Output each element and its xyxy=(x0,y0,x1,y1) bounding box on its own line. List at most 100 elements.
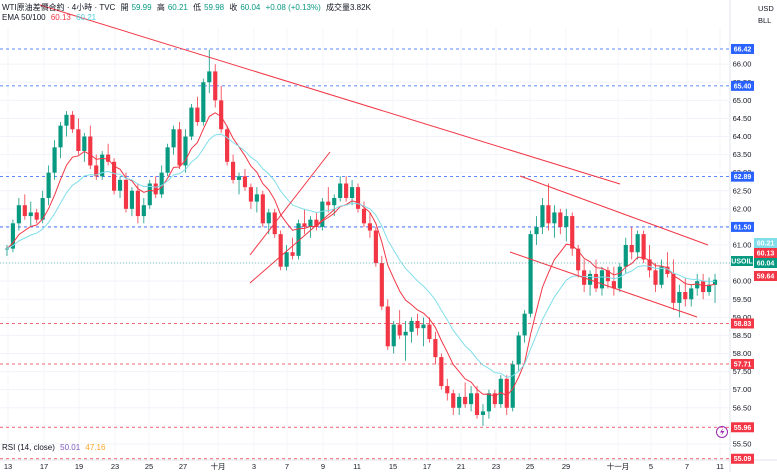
candle-body xyxy=(16,205,21,224)
trendline-main[interactable] xyxy=(39,4,621,185)
candle-body xyxy=(391,324,396,347)
price-tick-label: 62.50 xyxy=(733,186,752,195)
ema-legend[interactable]: EMA 50/100 60.13 60.21 xyxy=(2,13,99,22)
candle-body xyxy=(302,223,307,227)
candle-body xyxy=(34,212,39,220)
ema100-line xyxy=(6,133,716,378)
rsi-legend[interactable]: RSI (14, close) 50.01 47.16 xyxy=(2,443,108,452)
candle-body xyxy=(230,161,236,180)
price-tag xyxy=(754,238,777,248)
candle-body xyxy=(22,205,27,217)
channel-lower[interactable] xyxy=(249,151,331,256)
ema-label: EMA 50/100 xyxy=(2,13,46,22)
low-value: 59.98 xyxy=(204,3,225,12)
candle-body xyxy=(213,71,218,101)
candle-body xyxy=(576,248,581,271)
candle-body xyxy=(623,245,628,267)
candle-body xyxy=(534,226,539,235)
time-tick-label: 29 xyxy=(562,462,570,471)
candle-body xyxy=(593,273,599,289)
rsi-value-2: 47.16 xyxy=(85,443,106,452)
candle-body xyxy=(701,281,706,293)
candle-body xyxy=(76,129,81,151)
candle-body xyxy=(706,284,712,293)
candle-body xyxy=(409,320,414,332)
level-tag-label: 55.96 xyxy=(734,425,752,432)
price-tick-label: 55.50 xyxy=(733,439,752,448)
candle-body xyxy=(677,292,682,303)
candle-body xyxy=(463,396,468,405)
candle-body xyxy=(558,212,563,227)
time-tick-label: 25 xyxy=(526,462,534,471)
time-tick-label: 11 xyxy=(716,462,724,471)
candle-body xyxy=(100,154,105,177)
candle-body xyxy=(468,393,474,405)
candle-body xyxy=(135,190,140,217)
candle-body xyxy=(439,357,444,387)
candle-body xyxy=(492,393,497,405)
lightning-icon[interactable] xyxy=(716,426,728,438)
price-tick-label: 58.50 xyxy=(733,331,752,340)
descending-channel-upper[interactable] xyxy=(519,175,709,246)
candle-body xyxy=(522,313,527,336)
level-tag-label: 66.42 xyxy=(734,46,752,53)
time-tick-label: 13 xyxy=(4,462,12,471)
high-value: 60.21 xyxy=(167,3,188,12)
channel-upper[interactable] xyxy=(249,208,336,284)
candle-body xyxy=(177,129,182,166)
price-tag-label: 60.04 xyxy=(757,261,775,268)
candle-body xyxy=(498,378,503,405)
time-axis[interactable]: 13 17 19 23 25 27 十月 3 7 9 11 15 17 21 23 25 29 十一月 5 7 11 xyxy=(4,28,724,471)
candle-body xyxy=(344,183,349,198)
candle-body xyxy=(40,197,45,220)
price-tick-label: 56.50 xyxy=(733,403,752,412)
time-tick-label: 十一月 xyxy=(607,461,630,471)
candle-body xyxy=(111,161,117,191)
candle-body xyxy=(225,129,230,162)
candle-body xyxy=(540,205,545,227)
time-tick-label: 25 xyxy=(145,462,153,471)
candle-body xyxy=(510,364,515,408)
candle-body xyxy=(528,234,533,314)
candle-body xyxy=(373,230,378,264)
descending-channel-lower[interactable] xyxy=(509,251,698,318)
candle-body xyxy=(379,263,384,307)
candle-body xyxy=(605,270,611,282)
candle-body xyxy=(361,208,367,224)
time-tick-label: 9 xyxy=(321,462,325,471)
candle-body xyxy=(635,234,640,253)
time-tick-label: 27 xyxy=(179,462,187,471)
candle-body xyxy=(320,201,325,227)
symbol-header: WTI原油差價合約 · 4小時 · TVC 開 59.99 高 60.21 低 59.… xyxy=(2,2,374,13)
level-tag xyxy=(731,318,754,329)
candle-body xyxy=(629,245,634,253)
candle-body xyxy=(397,324,402,336)
candle-body xyxy=(338,183,343,198)
symbol-title: WTI原油差價合約 · 4小時 · TVC xyxy=(2,3,116,12)
candle-body xyxy=(367,223,373,231)
candle-body xyxy=(570,216,575,249)
candle-body xyxy=(308,219,313,227)
candle-body xyxy=(653,270,658,285)
time-tick-label: 15 xyxy=(389,462,397,471)
candle-body xyxy=(712,279,718,285)
time-tick-label: 11 xyxy=(353,462,361,471)
candle-body xyxy=(254,194,259,202)
rsi-value-1: 50.01 xyxy=(60,443,81,452)
price-tick-label: 59.00 xyxy=(733,313,752,322)
candle-body xyxy=(326,201,331,206)
candles xyxy=(4,49,718,426)
price-tag-label: 59.64 xyxy=(757,274,775,281)
time-tick-label: 19 xyxy=(75,462,83,471)
ema100-value: 60.21 xyxy=(76,13,97,22)
candle-body xyxy=(647,259,652,271)
candle-body xyxy=(355,187,361,209)
ema50-value: 60.13 xyxy=(50,13,71,22)
candle-body xyxy=(552,212,557,224)
level-tag-label: 65.40 xyxy=(734,83,752,90)
level-tag-label: 58.83 xyxy=(734,321,752,328)
level-tag-label: 62.89 xyxy=(734,174,752,181)
candle-body xyxy=(659,266,664,285)
price-tag-label: 60.21 xyxy=(757,241,775,248)
